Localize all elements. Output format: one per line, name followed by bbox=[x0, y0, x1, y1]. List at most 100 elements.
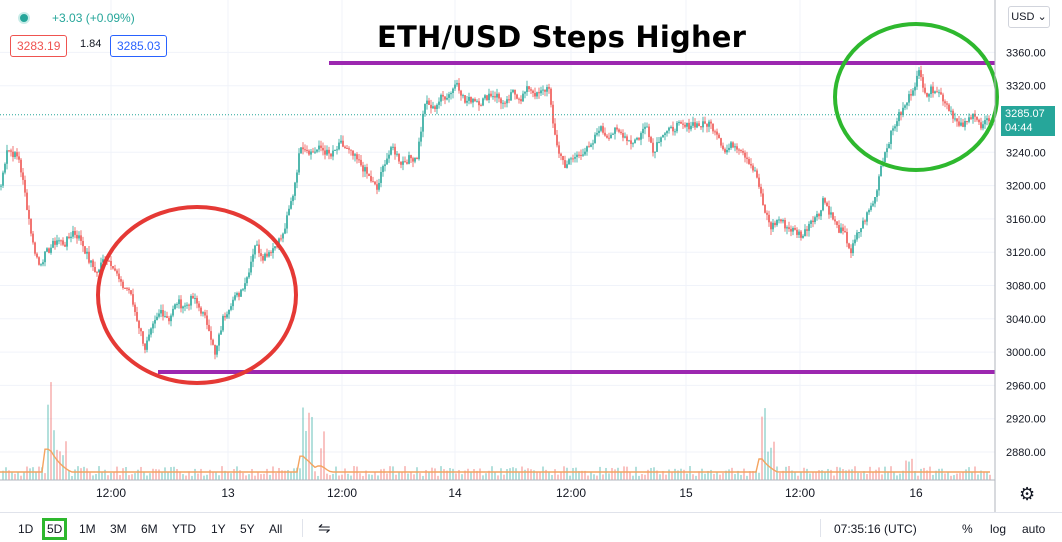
candle-body bbox=[906, 102, 908, 106]
volume-bar bbox=[989, 474, 991, 480]
candle-body bbox=[720, 138, 722, 146]
volume-bar bbox=[971, 471, 973, 480]
candle-body bbox=[202, 312, 204, 314]
volume-bar bbox=[905, 460, 907, 480]
candle-body bbox=[12, 151, 14, 158]
volume-bar bbox=[449, 468, 451, 480]
timeframe-1m[interactable]: 1M bbox=[79, 522, 96, 536]
candle-body bbox=[534, 93, 536, 97]
candle-body bbox=[424, 103, 426, 114]
timeframe-all[interactable]: All bbox=[269, 522, 283, 536]
volume-bar bbox=[365, 470, 367, 480]
volume-bar bbox=[968, 467, 970, 480]
candle-body bbox=[510, 92, 512, 101]
candle-body bbox=[582, 154, 584, 156]
timeframe-3m[interactable]: 3M bbox=[110, 522, 127, 536]
gear-icon[interactable]: ⚙ bbox=[1019, 484, 1036, 504]
volume-bar bbox=[314, 471, 316, 480]
log-toggle[interactable]: log bbox=[990, 522, 1007, 536]
volume-bar bbox=[878, 467, 880, 480]
volume-bar bbox=[806, 468, 808, 480]
candle-body bbox=[52, 240, 54, 248]
volume-bar bbox=[203, 475, 205, 480]
volume-bar bbox=[920, 468, 922, 480]
timeframe-6m[interactable]: 6M bbox=[141, 522, 158, 536]
volume-bar bbox=[491, 466, 493, 480]
candle-body bbox=[416, 158, 418, 160]
candle-body bbox=[590, 144, 592, 147]
candle-body bbox=[94, 267, 96, 273]
volume-bar bbox=[341, 474, 343, 480]
candle-body bbox=[170, 315, 172, 322]
volume-bar bbox=[407, 473, 409, 480]
candle-body bbox=[154, 319, 156, 324]
volume-bar bbox=[194, 468, 196, 480]
volume-bar bbox=[338, 475, 340, 480]
candle-body bbox=[772, 222, 774, 230]
candle-body bbox=[712, 123, 714, 132]
volume-bar bbox=[596, 475, 598, 480]
ask-price-box[interactable]: 3285.03 bbox=[110, 35, 168, 57]
volume-bar bbox=[536, 471, 538, 480]
candle-body bbox=[500, 98, 502, 104]
bid-price-box[interactable]: 3283.19 bbox=[10, 35, 68, 57]
auto-toggle[interactable]: auto bbox=[1022, 522, 1046, 536]
candle-body bbox=[546, 87, 548, 92]
volume-bar bbox=[710, 469, 712, 480]
volume-bar bbox=[173, 466, 175, 480]
candle-body bbox=[6, 150, 8, 164]
candle-body bbox=[442, 94, 444, 97]
percent-toggle[interactable]: % bbox=[962, 522, 973, 536]
candle-body bbox=[84, 246, 86, 254]
date-range-icon[interactable]: ⇋ bbox=[318, 520, 331, 537]
volume-bar bbox=[821, 470, 823, 480]
last-price-label: 3285.07 04:44 bbox=[1001, 106, 1055, 136]
candle-body bbox=[40, 264, 42, 266]
volume-bar bbox=[623, 466, 625, 480]
volume-bar bbox=[950, 475, 952, 480]
candle-body bbox=[680, 121, 682, 124]
candle-body bbox=[738, 149, 740, 151]
candle-body bbox=[296, 172, 298, 183]
volume-bar bbox=[137, 469, 139, 480]
volume-bar bbox=[179, 471, 181, 480]
timeframe-1y[interactable]: 1Y bbox=[211, 522, 226, 536]
candle-body bbox=[286, 215, 288, 229]
volume-bar bbox=[542, 466, 544, 480]
candle-body bbox=[346, 147, 348, 149]
volume-bar bbox=[275, 473, 277, 480]
price-chart[interactable]: 3360.003320.003280.003240.003200.003160.… bbox=[0, 0, 1062, 512]
timeframe-ytd[interactable]: YTD bbox=[172, 522, 196, 536]
candle-body bbox=[470, 96, 472, 103]
candle-body bbox=[890, 130, 892, 144]
candle-body bbox=[844, 230, 846, 232]
timeframe-1d[interactable]: 1D bbox=[18, 522, 34, 536]
candle-body bbox=[854, 239, 856, 244]
candle-body bbox=[468, 96, 470, 101]
candle-body bbox=[606, 135, 608, 138]
candle-body bbox=[192, 295, 194, 299]
volume-bar bbox=[401, 471, 403, 480]
volume-bar bbox=[290, 472, 292, 480]
candle-body bbox=[294, 182, 296, 196]
candle-body bbox=[770, 222, 772, 230]
timeframe-5y[interactable]: 5Y bbox=[240, 522, 255, 536]
candle-body bbox=[542, 89, 544, 91]
candle-body bbox=[134, 304, 136, 313]
candle-body bbox=[252, 254, 254, 262]
candle-body bbox=[272, 248, 274, 253]
currency-selector[interactable]: USD ⌄ bbox=[1008, 6, 1050, 28]
candle-body bbox=[832, 212, 834, 220]
volume-bar bbox=[38, 466, 40, 480]
volume-bar bbox=[185, 475, 187, 480]
volume-bar bbox=[311, 416, 313, 480]
candle-body bbox=[526, 86, 528, 93]
timeframe-5d[interactable]: 5D bbox=[42, 518, 68, 540]
red-circle-annotation bbox=[96, 205, 298, 385]
volume-bar bbox=[434, 468, 436, 480]
candle-body bbox=[778, 219, 780, 221]
candle-body bbox=[232, 299, 234, 307]
volume-bar bbox=[917, 475, 919, 480]
candle-body bbox=[914, 86, 916, 91]
toolbar-divider bbox=[820, 519, 821, 537]
